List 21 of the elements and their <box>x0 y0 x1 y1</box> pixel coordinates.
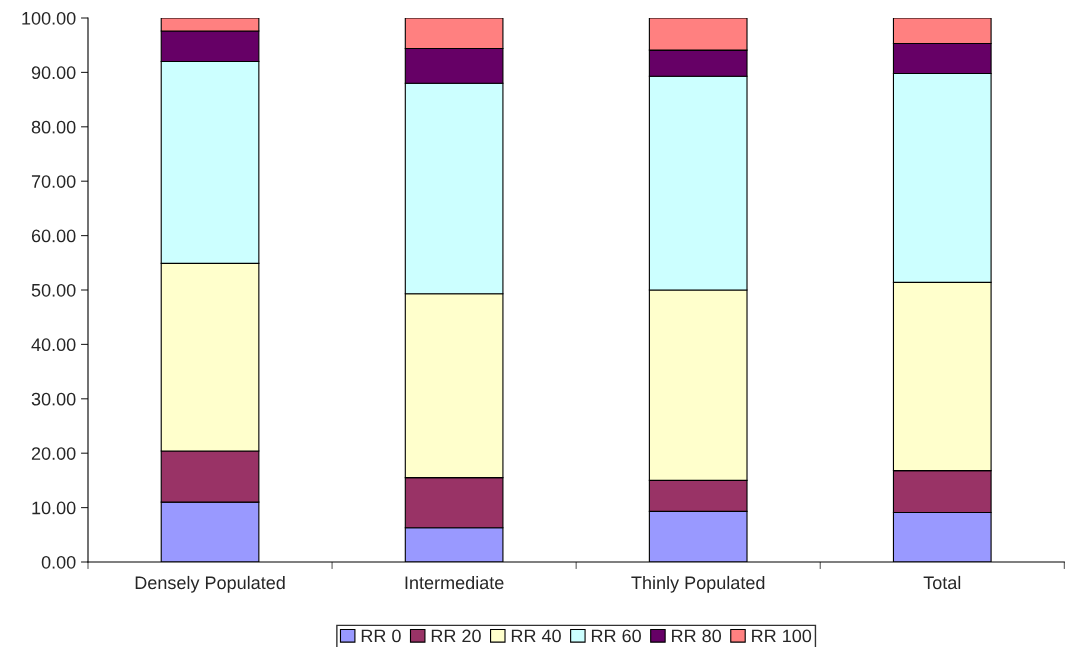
y-tick-label: 10.00 <box>32 501 76 515</box>
y-tick-label: 40.00 <box>31 338 76 352</box>
legend-label: RR 80 <box>672 629 722 643</box>
y-tick-label: 100.00 <box>22 11 76 25</box>
y-tick-label: 90.00 <box>31 66 76 80</box>
x-tick-label: Total <box>923 575 961 590</box>
legend-label: RR 100 <box>752 629 812 643</box>
x-tick-label: Densely Populated <box>135 575 285 593</box>
legend-label: RR 20 <box>431 629 481 643</box>
y-tick-label: 30.00 <box>31 392 76 406</box>
y-tick-label: 20.00 <box>31 447 76 460</box>
y-tick-label: 80.00 <box>31 120 76 134</box>
y-tick-label: 70.00 <box>31 175 76 188</box>
legend-label: RR 40 <box>511 629 561 643</box>
x-tick-label: Thinly Populated <box>631 575 765 593</box>
legend-label: RR 0 <box>361 629 401 643</box>
legend-label: RR 60 <box>591 629 641 643</box>
x-tick-label: Intermediate <box>405 575 504 590</box>
y-tick-label: 0.00 <box>41 555 76 569</box>
y-tick-label: 50.00 <box>31 283 76 297</box>
y-tick-label: 60.00 <box>31 229 76 243</box>
